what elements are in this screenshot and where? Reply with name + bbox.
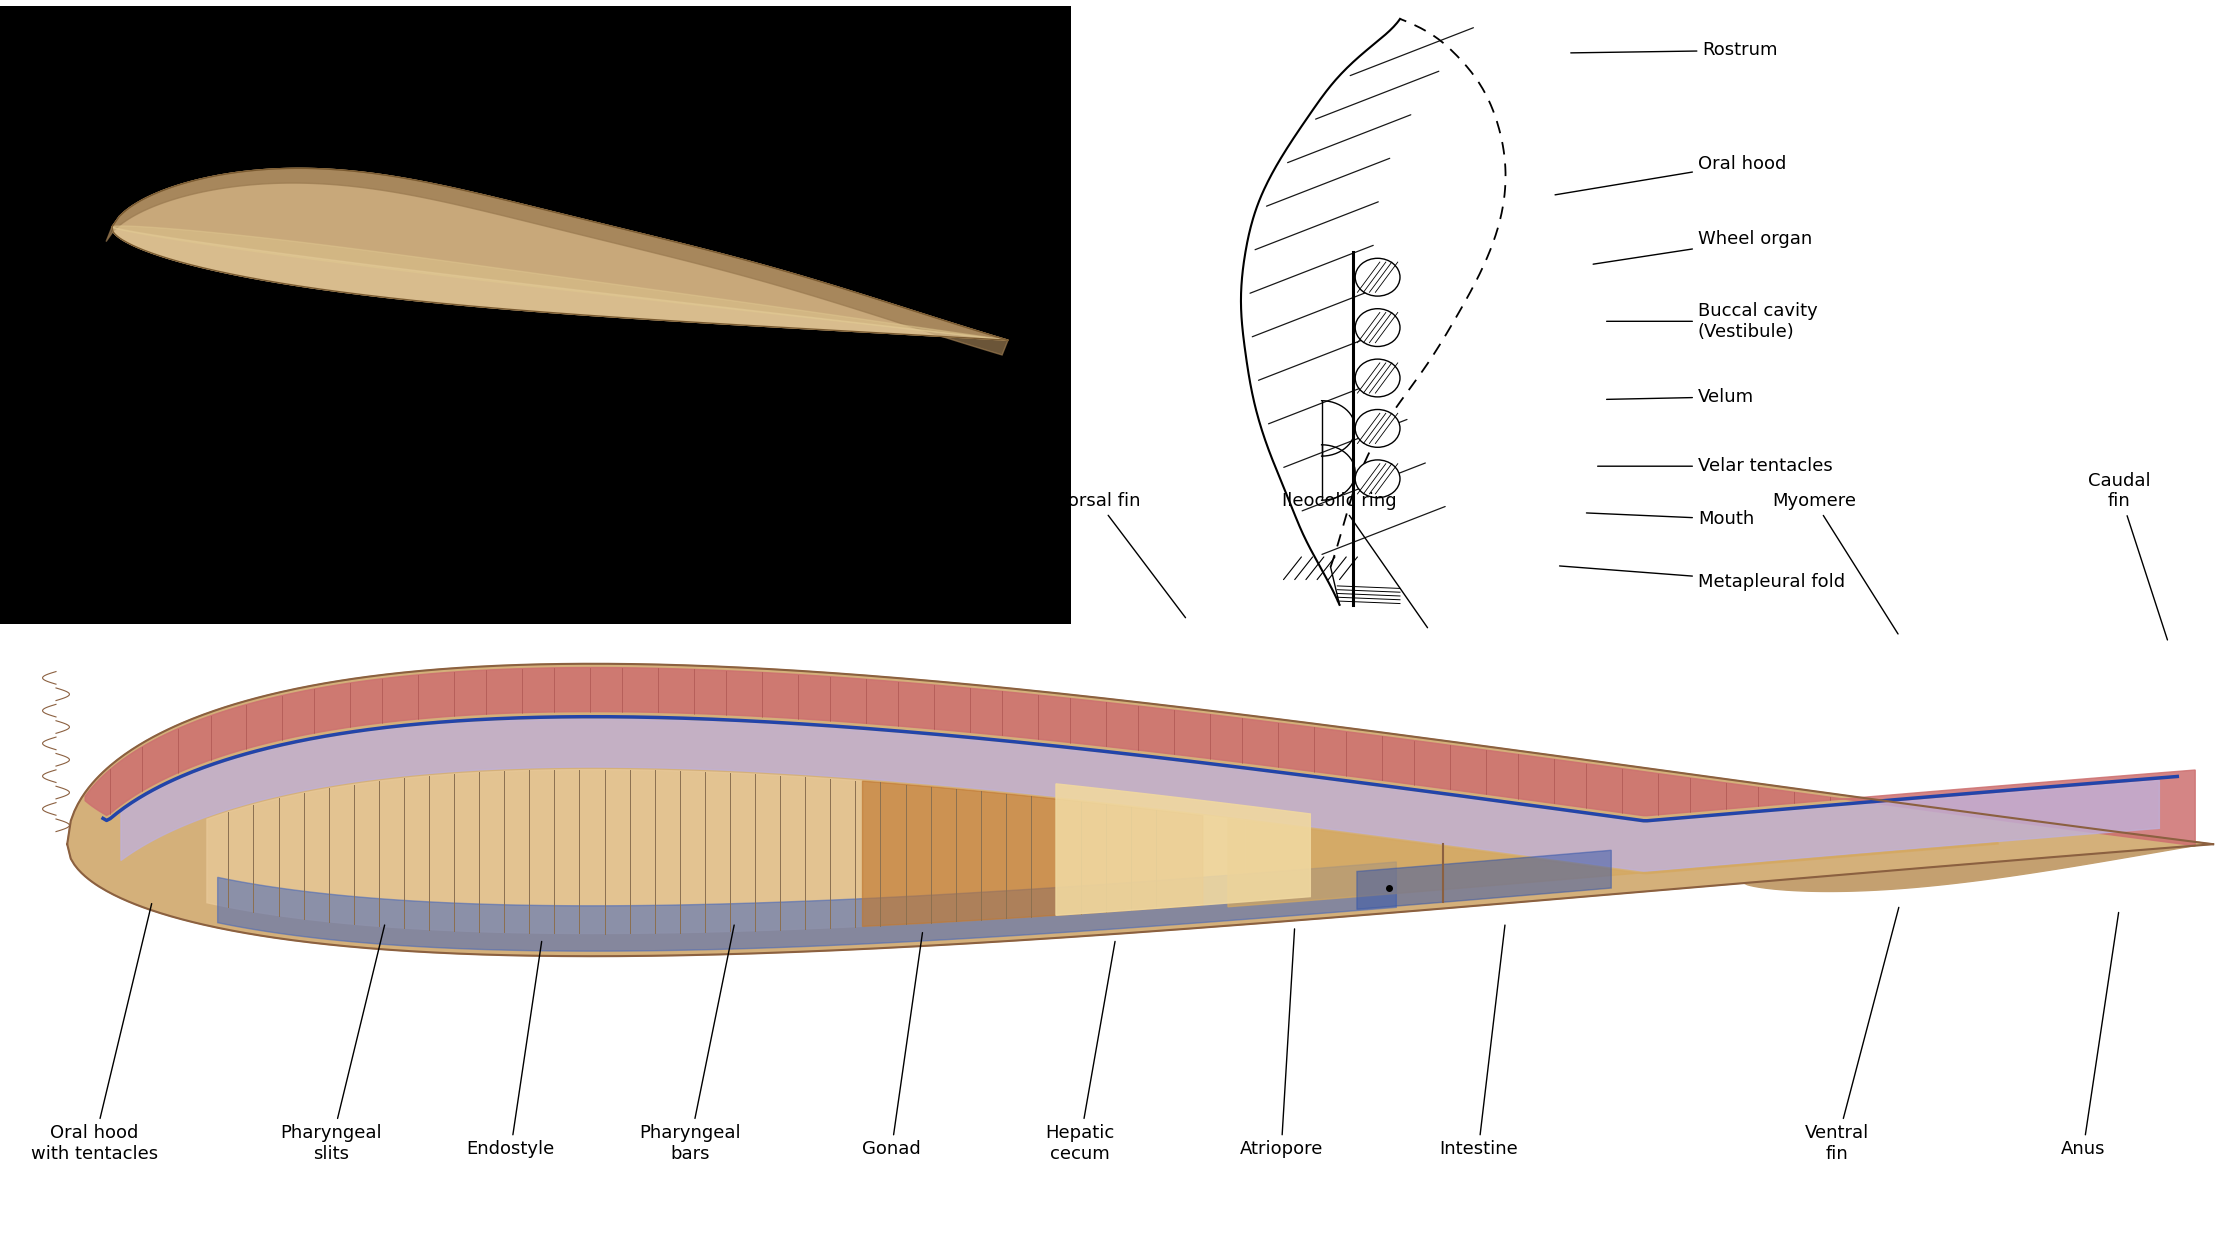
Polygon shape — [67, 664, 2213, 956]
Text: Ileocolic ring: Ileocolic ring — [1281, 493, 1427, 627]
Polygon shape — [105, 169, 1008, 355]
Text: Ventral
fin: Ventral fin — [1805, 907, 1900, 1163]
Text: Dorsal nerve cord: Dorsal nerve cord — [385, 493, 553, 602]
Polygon shape — [206, 770, 1245, 934]
Text: Mouth: Mouth — [1586, 510, 1754, 528]
Bar — [1120, 6, 2240, 624]
Polygon shape — [112, 169, 1008, 340]
Polygon shape — [1228, 819, 1998, 907]
Text: Hepatic
cecum: Hepatic cecum — [1046, 941, 1116, 1163]
Text: Rostrum: Rostrum — [0, 493, 114, 591]
Text: Wheel organ: Wheel organ — [125, 493, 267, 596]
Text: Notochord: Notochord — [748, 493, 867, 609]
Text: Velar tentacles: Velar tentacles — [1597, 457, 1832, 475]
Text: Dorsal fin: Dorsal fin — [1055, 493, 1185, 617]
Ellipse shape — [1355, 309, 1400, 346]
Text: Intestine: Intestine — [1438, 925, 1519, 1158]
Polygon shape — [112, 227, 1008, 340]
Polygon shape — [1055, 784, 1310, 915]
Polygon shape — [85, 668, 2195, 845]
Text: Oral hood
with tentacles: Oral hood with tentacles — [31, 903, 157, 1163]
Text: Rostrum: Rostrum — [1570, 42, 1779, 59]
Text: Caudal
fin: Caudal fin — [2088, 471, 2168, 640]
Polygon shape — [121, 719, 2159, 871]
Text: Atriopore: Atriopore — [1239, 929, 1324, 1158]
Text: Buccal cavity
(Vestibule): Buccal cavity (Vestibule) — [1606, 302, 1817, 340]
Text: Pharyngeal
slits: Pharyngeal slits — [280, 925, 385, 1163]
Ellipse shape — [1355, 359, 1400, 397]
Ellipse shape — [1355, 460, 1400, 498]
Polygon shape — [112, 226, 1008, 340]
Polygon shape — [1357, 850, 1611, 910]
Text: Velum: Velum — [1606, 388, 1754, 406]
Text: Metapleural fold: Metapleural fold — [1559, 566, 1846, 591]
Text: Endostyle: Endostyle — [466, 941, 556, 1158]
Bar — [0, 6, 1071, 624]
Text: Wheel organ: Wheel organ — [1593, 231, 1812, 265]
Ellipse shape — [1355, 258, 1400, 296]
Text: Gonad: Gonad — [862, 932, 923, 1158]
Text: Anus: Anus — [2061, 912, 2119, 1158]
Text: Oral hood: Oral hood — [1555, 155, 1785, 195]
Polygon shape — [862, 781, 1203, 926]
Text: Myomere: Myomere — [1772, 493, 1897, 634]
Text: Pharyngeal
bars: Pharyngeal bars — [638, 925, 741, 1163]
Polygon shape — [1743, 845, 2195, 892]
Ellipse shape — [1355, 410, 1400, 447]
Polygon shape — [217, 862, 1396, 951]
